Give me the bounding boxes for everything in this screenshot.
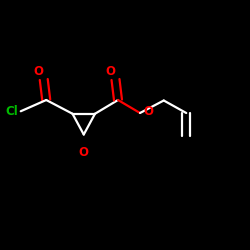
Text: O: O (144, 105, 154, 118)
Text: Cl: Cl (5, 105, 18, 118)
Text: O: O (106, 65, 116, 78)
Text: O: O (34, 65, 44, 78)
Text: O: O (79, 146, 89, 159)
